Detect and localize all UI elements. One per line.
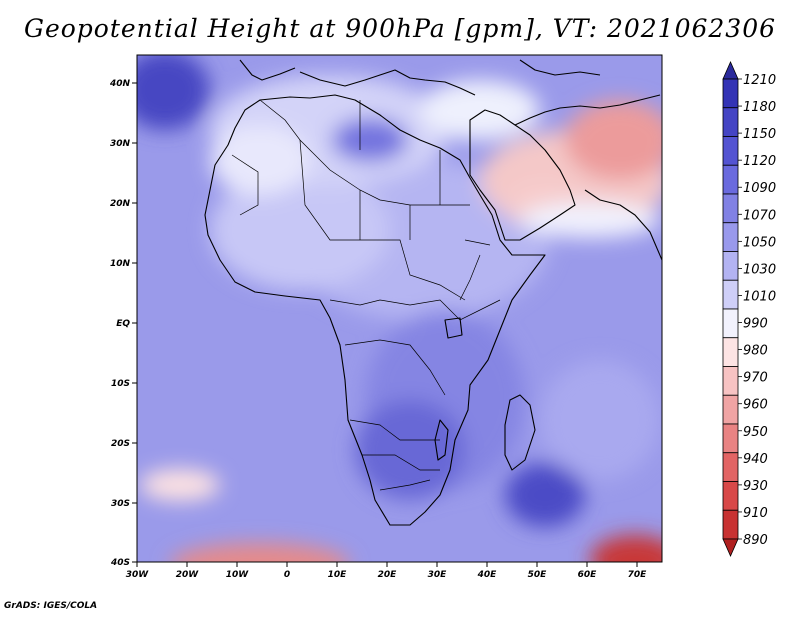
- colorbar-swatch: [722, 452, 739, 482]
- colorbar-swatch: [722, 308, 739, 339]
- lat-label: 40N: [109, 79, 131, 89]
- country-borders: [231, 99, 501, 491]
- lat-label: 30S: [111, 499, 130, 509]
- colorbar-swatch: [722, 481, 739, 511]
- colorbar-label: 930: [743, 479, 768, 494]
- colorbar-swatch: [722, 136, 739, 166]
- lon-label: 40E: [477, 570, 498, 580]
- lat-label: 10N: [110, 259, 131, 269]
- lon-label: 30W: [126, 570, 150, 580]
- colorbar-swatch: [722, 222, 739, 252]
- colorbar-top-arrow: [722, 61, 739, 80]
- colorbar-swatch: [722, 423, 739, 454]
- colorbar-label: 970: [743, 371, 768, 386]
- colorbar-label: 1090: [743, 181, 776, 196]
- lon-label: 60E: [578, 570, 598, 580]
- colorbar-label: 1050: [743, 235, 776, 250]
- colorbar-label: 1180: [743, 100, 776, 115]
- colorbar-swatch: [722, 337, 739, 367]
- colorbar-bottom-arrow: [722, 538, 739, 557]
- colorbar-label: 1010: [743, 289, 776, 304]
- colorbar-label: 940: [743, 452, 768, 467]
- map-frame: [136, 54, 663, 563]
- colorbar-swatch: [722, 78, 739, 109]
- lat-label: 20N: [110, 199, 131, 209]
- colorbar-swatch: [722, 251, 739, 281]
- colorbar-label: 910: [743, 506, 768, 521]
- lat-label: EQ: [116, 319, 130, 329]
- colorbar-swatch: [722, 164, 739, 195]
- map-title: Geopotential Height at 900hPa [gpm], VT:…: [23, 14, 777, 43]
- lon-label: 10E: [328, 570, 348, 580]
- colorbar-label: 980: [743, 344, 768, 359]
- lon-label: 0: [284, 570, 290, 580]
- lon-label: 30E: [428, 570, 448, 580]
- map-axes: 30W 20W 10W 0 10E 20E 30E 40E 50E 60E 70E 40N 30N 20N…: [109, 79, 647, 580]
- colorbar-label: 890: [743, 533, 768, 548]
- colorbar-label: 1150: [743, 127, 776, 142]
- colorbar-swatch: [722, 366, 739, 396]
- colorbar-label: 950: [743, 425, 768, 440]
- colorbar-swatch: [722, 279, 739, 310]
- lat-label: 20S: [111, 439, 130, 449]
- colorbar-label: 1120: [743, 154, 776, 169]
- lon-label: 20W: [176, 570, 200, 580]
- grads-credit: GrADS: IGES/COLA: [4, 601, 98, 611]
- height-field: [137, 55, 662, 562]
- lat-label: 10S: [111, 379, 130, 389]
- colorbar-swatch: [722, 509, 739, 540]
- colorbar-label: 990: [743, 317, 768, 332]
- colorbar-swatch: [722, 394, 739, 425]
- lon-label: 70E: [628, 570, 648, 580]
- lon-label: 50E: [528, 570, 548, 580]
- lon-label: 20E: [378, 570, 398, 580]
- lon-label: 10W: [226, 570, 250, 580]
- colorbar-swatch: [722, 107, 739, 137]
- lat-label: 40S: [110, 558, 130, 568]
- colorbar-label: 960: [743, 398, 768, 413]
- colorbar: 1210 1180 1150 1120 1090 1070 1050 1030 1010 990 9…: [722, 61, 776, 557]
- colorbar-label: 1030: [743, 262, 776, 277]
- colorbar-swatch: [722, 193, 739, 224]
- coastlines: [204, 59, 662, 526]
- colorbar-label: 1070: [743, 208, 776, 223]
- lat-label: 30N: [110, 139, 131, 149]
- colorbar-label: 1210: [743, 73, 776, 88]
